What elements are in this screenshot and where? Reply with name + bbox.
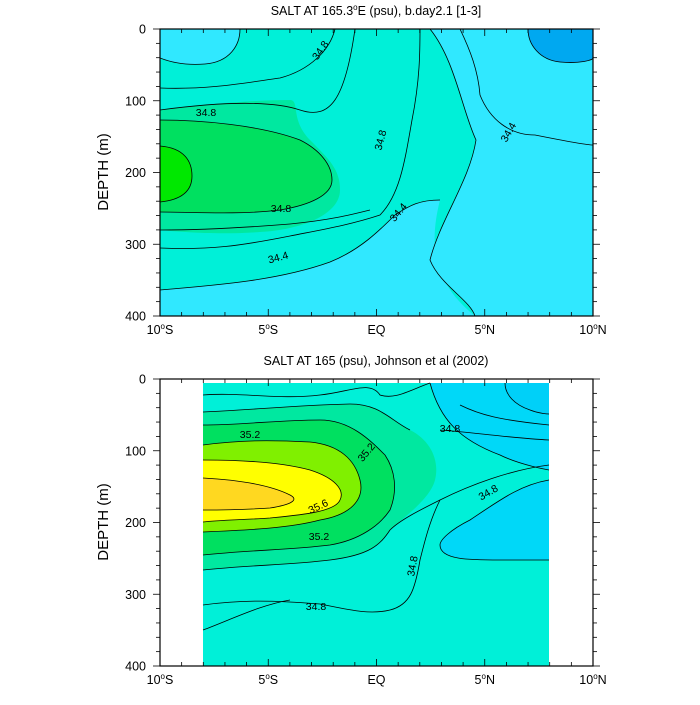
panel-2-y-axis-label: DEPTH (m) [95, 483, 112, 561]
contour-label: 34.8 [405, 555, 420, 577]
panel-1-title: SALT AT 165.3oE (psu), b.day2.1 [1-3] [271, 3, 482, 18]
x-tick-label: 10oS [147, 672, 174, 687]
x-tick-label: 10oN [579, 322, 606, 337]
contour-label: 35.2 [309, 531, 330, 543]
x-tick-label: 10oS [147, 322, 174, 337]
y-tick-label: 200 [125, 516, 146, 530]
y-tick-label: 400 [125, 660, 146, 674]
y-tick-label: 100 [125, 444, 146, 458]
y-tick-label: 300 [125, 238, 146, 252]
x-tick-label: 10oN [579, 672, 606, 687]
y-tick-label: 300 [125, 588, 146, 602]
panel-2-contour-labels: 35.2 35.2 34.8 35.6 34.8 35.2 34.8 34.8 [240, 423, 501, 613]
contour-label: 35.2 [240, 429, 261, 441]
contour-label: 34.8 [440, 423, 461, 435]
panel-2-title: SALT AT 165 (psu), Johnson et al (2002) [264, 354, 489, 368]
x-tick-label: 5oN [475, 322, 495, 337]
contour-label: 34.8 [196, 107, 217, 119]
x-tick-label: 5oS [258, 322, 278, 337]
contour-label: 34.8 [373, 129, 390, 152]
y-tick-label: 100 [125, 94, 146, 108]
panel-1: SALT AT 165.3oE (psu), b.day2.1 [1-3] [95, 3, 607, 337]
contour-label: 34.8 [271, 203, 292, 215]
x-tick-label: EQ [367, 323, 385, 337]
x-tick-label: EQ [367, 673, 385, 687]
x-tick-label: 5oN [475, 672, 495, 687]
panel-2: SALT AT 165 (psu), Johnson et al (2002) [95, 354, 607, 687]
y-tick-label: 0 [139, 23, 146, 37]
y-tick-label: 200 [125, 166, 146, 180]
y-tick-label: 400 [125, 310, 146, 324]
x-tick-label: 5oS [258, 672, 278, 687]
contour-label: 34.8 [306, 601, 327, 613]
panel-2-contour-fill: 35.2 35.2 34.8 35.6 34.8 35.2 34.8 34.8 [202, 382, 550, 666]
panel-1-y-axis-label: DEPTH (m) [95, 133, 112, 211]
y-tick-label: 0 [139, 373, 146, 387]
panel-1-contour-fill: 34.8 34.8 34.8 34.4 34.8 34.4 34.4 [160, 29, 593, 316]
contour-label: 34.4 [267, 249, 290, 266]
